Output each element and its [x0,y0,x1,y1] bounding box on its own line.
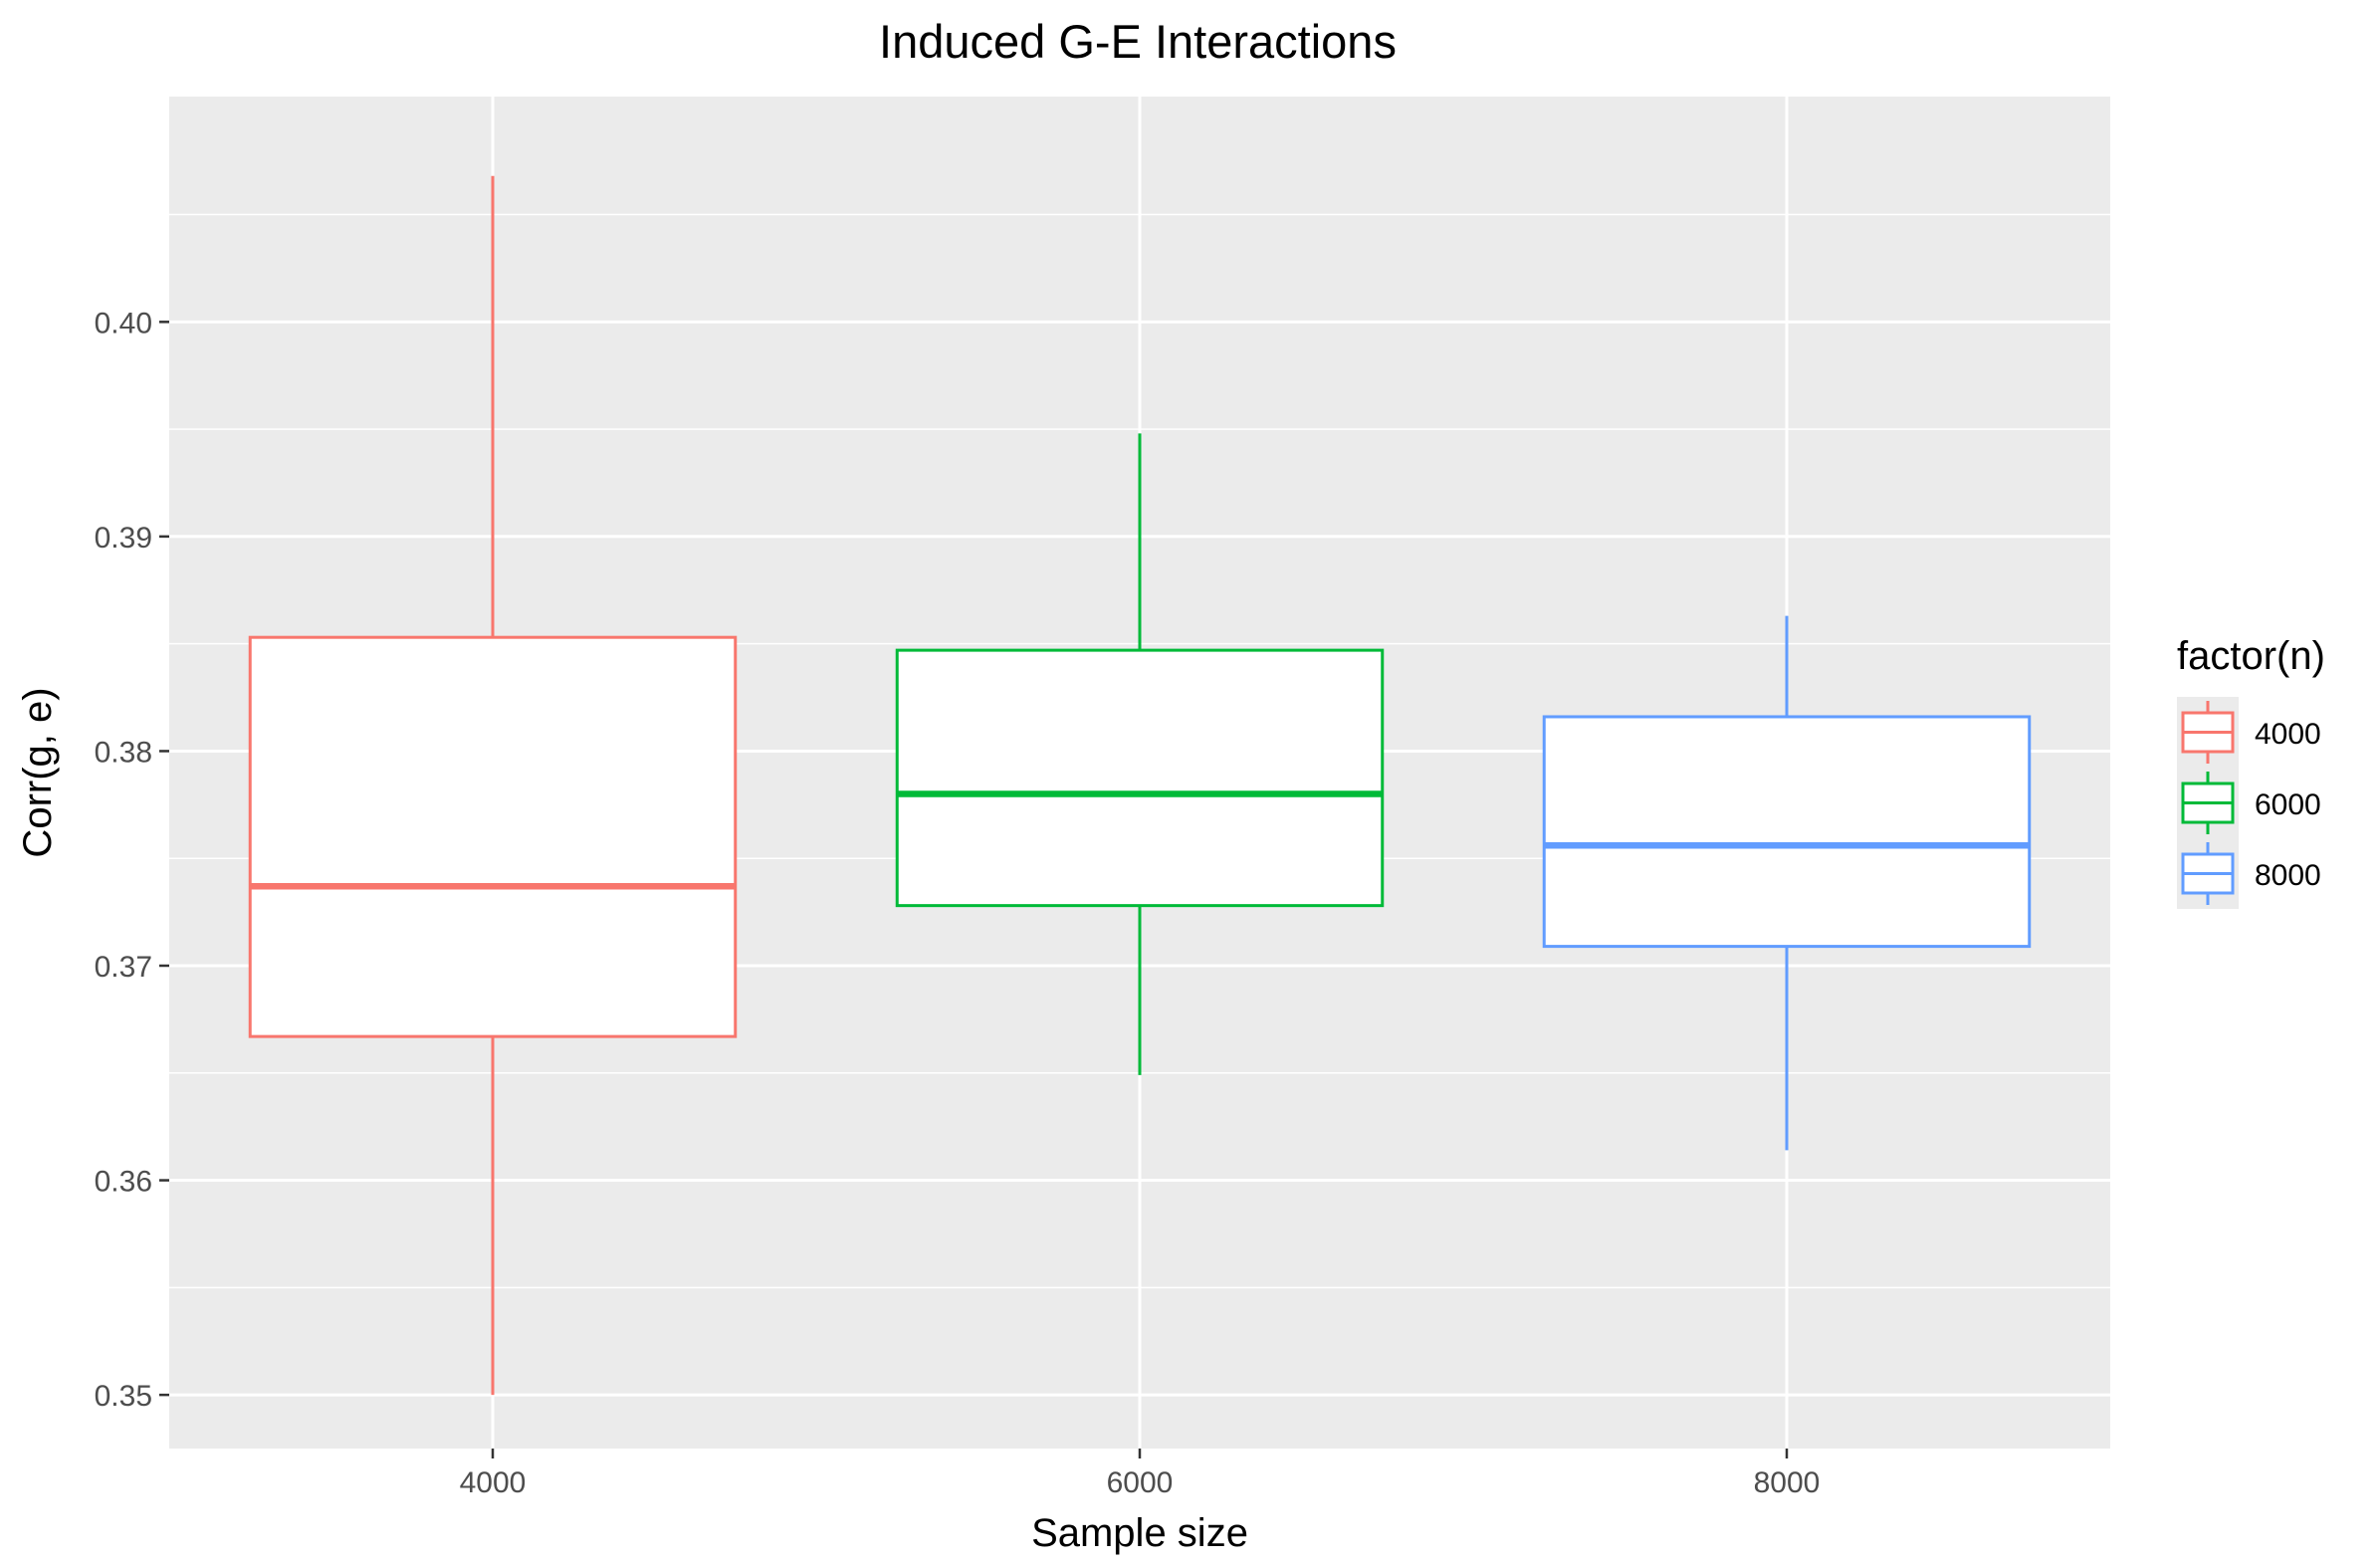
boxplot-4000 [248,175,738,1396]
y-tick-label: 0.36 [95,1166,152,1199]
box [1542,715,2032,949]
legend-item-6000: 6000 [2177,768,2321,838]
legend-title: factor(n) [2177,634,2325,678]
chart-title: Induced G-E Interactions [879,15,1397,68]
y-tick-label: 0.38 [95,736,152,769]
y-tick-label: 0.40 [95,307,152,339]
legend-label: 4000 [2255,718,2321,751]
x-axis-title: Sample size [1031,1511,1248,1555]
x-tick-label: 8000 [1754,1466,1821,1499]
x-axis: 4000 6000 8000 [460,1449,1821,1499]
legend-label: 6000 [2255,788,2321,821]
boxplots [248,175,2032,1396]
x-tick-label: 6000 [1107,1466,1174,1499]
boxplot-6000 [895,433,1385,1075]
y-axis-title: Corr(g, e) [16,687,60,857]
box [895,648,1385,908]
x-tick-label: 4000 [460,1466,527,1499]
y-tick-label: 0.39 [95,522,152,555]
boxplot-8000 [1542,615,2032,1151]
legend-item-8000: 8000 [2177,838,2321,909]
legend-item-4000: 4000 [2177,697,2321,768]
legend-label: 8000 [2255,859,2321,892]
y-tick-label: 0.35 [95,1380,152,1413]
y-axis: 0.35 0.36 0.37 0.38 0.39 0.40 [95,307,169,1413]
legend: factor(n) 4000 6000 8000 [2177,634,2325,909]
y-tick-label: 0.37 [95,951,152,984]
box [248,635,738,1038]
